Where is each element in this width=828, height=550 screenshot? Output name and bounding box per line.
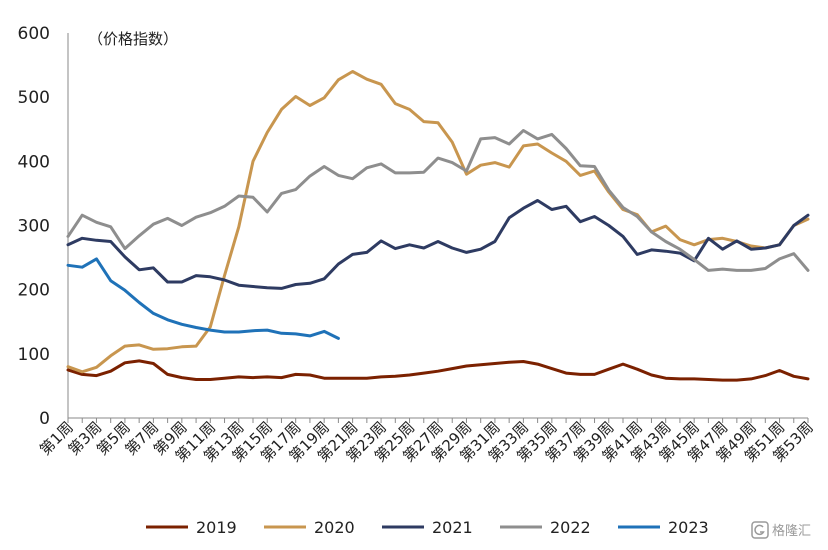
y-tick-label: 300 (18, 217, 50, 237)
y-tick-label: 500 (18, 88, 50, 108)
legend-label-2021: 2021 (432, 518, 473, 537)
series-line-2021 (66, 199, 810, 290)
x-axis: 第1周第3周第5周第7周第9周第11周第13周第15周第17周第19周第21周第… (36, 417, 817, 466)
gelonghui-logo-icon (751, 521, 769, 539)
y-tick-label: 0 (39, 409, 50, 429)
series-line-2019 (66, 359, 810, 382)
watermark-text: 格隆汇 (772, 523, 811, 539)
plot-area (66, 70, 810, 382)
series-line-2020 (66, 70, 810, 374)
watermark: 格隆汇 (751, 521, 811, 539)
legend-label-2019: 2019 (196, 518, 237, 537)
y-tick-label: 400 (18, 152, 50, 172)
legend-label-2023: 2023 (668, 518, 709, 537)
y-axis-unit-label: （价格指数） (88, 30, 178, 48)
series-line-2023 (66, 257, 340, 340)
y-tick-label: 600 (18, 24, 50, 44)
legend-label-2022: 2022 (550, 518, 591, 537)
series-line-2022 (66, 129, 810, 272)
y-tick-label: 100 (18, 345, 50, 365)
y-tick-label: 200 (18, 281, 50, 301)
legend: 2019 2020 2021 2022 2023 (146, 518, 709, 537)
legend-label-2020: 2020 (314, 518, 355, 537)
y-axis: 0 100 200 300 400 500 600 (18, 24, 69, 429)
